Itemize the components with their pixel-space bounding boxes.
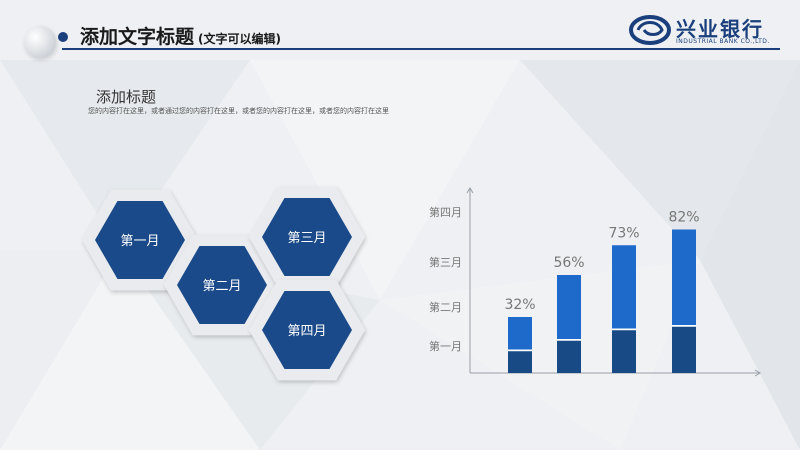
logo-subtext: INDUSTRIAL BANK CO.,LTD. [676,38,770,45]
hexagon-label: 第三月 [287,231,326,246]
bar-bottom-segment [672,326,696,373]
y-tick-label: 第二月 [429,300,462,314]
y-tick-label: 第一月 [429,339,462,353]
hexagon-fill [177,246,267,324]
bar-chart: 第一月 第二月 第三月 第四月 32% 56% 73% 82% [429,187,761,377]
y-tick-label: 第四月 [429,205,462,219]
bar-bottom-segment [557,340,581,373]
hexagon-label: 第四月 [287,324,326,339]
header-divider [62,48,780,50]
bar-data-label: 56% [553,255,584,271]
hexagon-label: 第二月 [202,279,241,294]
bar-top-segment [508,317,532,351]
hexagon-label: 第一月 [120,234,159,249]
y-axis-arrow [466,187,474,194]
bar-bottom-segment [508,351,532,373]
hexagon-3: 第三月 [249,186,365,288]
hexagon-fill [95,201,185,279]
decorative-circle [24,26,56,58]
bar-top-segment [672,229,696,326]
bar-data-label: 82% [668,210,699,226]
bar-top-segment [557,275,581,340]
section-title: 添加标题 [96,88,157,106]
page-title: 添加文字标题 (文字可以编辑) [80,22,281,49]
hexagon-fill [262,198,352,276]
section-description: 您的内容打在这里，或者通过您的内容打在这里，或者您的内容打在这里，或者您的内容打… [88,107,389,115]
y-tick-label: 第三月 [429,255,462,269]
x-axis-arrow [754,369,761,377]
hexagon-fill [262,291,352,369]
page-title-subtitle: (文字可以编辑) [198,32,281,46]
bank-logo-icon [629,15,671,45]
bar-bottom-segment [612,330,636,373]
logo-text: 兴业银行 [676,17,764,41]
title-bullet [58,32,68,42]
bar-top-segment [612,245,636,330]
page-title-text: 添加文字标题 [80,26,195,48]
bar-data-label: 73% [608,225,639,241]
hexagon-2: 第二月 [164,234,280,336]
bar-data-label: 32% [504,297,535,313]
hexagon-1: 第一月 [82,189,198,291]
hexagon-4: 第四月 [249,279,365,381]
